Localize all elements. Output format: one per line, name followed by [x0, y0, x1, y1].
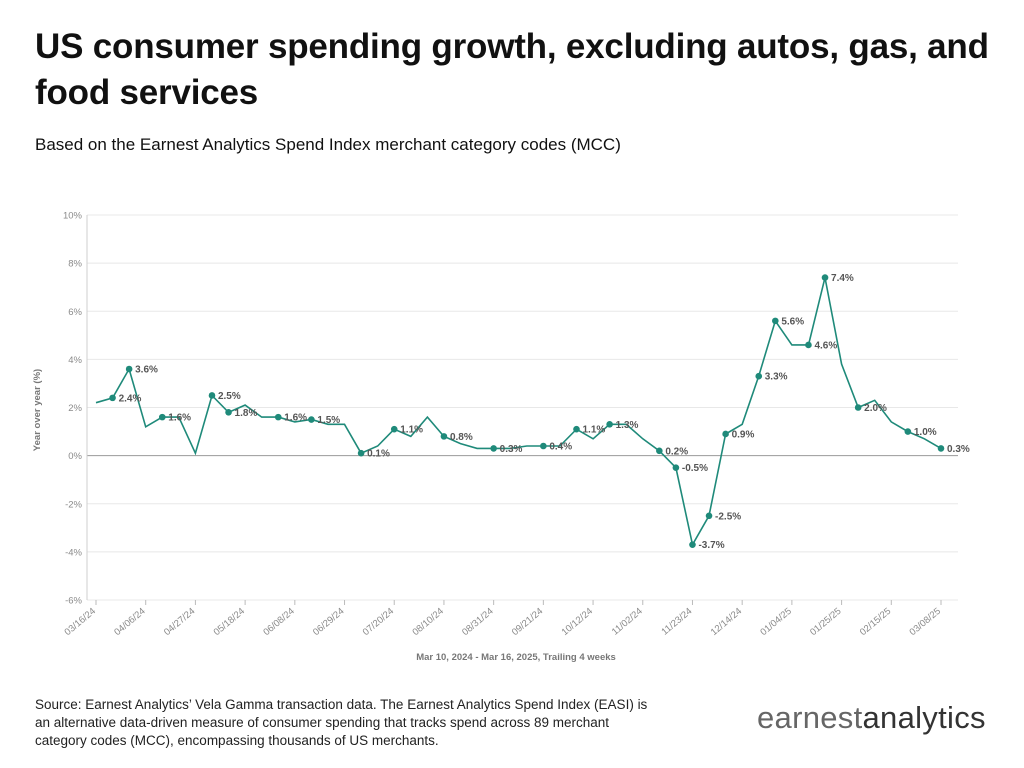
x-tick-label: 11/23/24: [660, 606, 695, 638]
y-tick-label: 6%: [68, 307, 82, 318]
chart-title: US consumer spending growth, excluding a…: [35, 27, 989, 112]
data-point: [390, 425, 398, 433]
data-point: [540, 442, 547, 450]
data-label: 0.9%: [732, 429, 755, 440]
gridlines: [86, 214, 958, 601]
x-tick-label: 09/21/24: [510, 606, 545, 638]
data-point: [606, 421, 613, 428]
data-point: [357, 449, 365, 457]
data-label: 1.3%: [616, 420, 639, 431]
data-label: 0.3%: [947, 444, 970, 455]
data-point: [490, 445, 497, 452]
data-markers: [109, 274, 945, 548]
data-label: 4.6%: [814, 340, 837, 351]
data-point: [854, 404, 862, 411]
data-label: 0.8%: [450, 432, 473, 443]
x-tick-label: 03/08/25: [908, 606, 943, 638]
x-axis-ticks: 03/16/24 04/06/24 04/27/24 05/18/24 06/08/24…: [63, 600, 943, 638]
data-label: 7.4%: [831, 273, 854, 284]
data-point: [274, 413, 282, 421]
x-tick-label: 07/20/24: [361, 606, 396, 638]
data-point: [937, 445, 945, 452]
data-point: [208, 392, 216, 399]
earnest-analytics-logo: earnestanalytics: [757, 700, 986, 736]
data-point: [109, 394, 116, 402]
x-tick-label: 05/18/24: [212, 606, 247, 638]
data-label: 0.2%: [665, 446, 688, 457]
data-label: 5.6%: [781, 316, 804, 327]
chart-subtitle: Based on the Earnest Analytics Spend Ind…: [35, 135, 621, 154]
y-tick-label: 8%: [68, 259, 82, 270]
data-label: 1.6%: [284, 413, 307, 424]
y-tick-label: -4%: [65, 547, 82, 558]
data-point: [772, 317, 779, 325]
data-point: [656, 447, 663, 455]
x-tick-label: 12/14/24: [709, 606, 744, 638]
x-tick-label: 02/15/25: [858, 606, 893, 638]
y-tick-label: 4%: [68, 355, 82, 366]
data-label: -0.5%: [682, 463, 708, 474]
x-tick-label: 04/27/24: [162, 606, 197, 638]
data-label: 1.5%: [317, 415, 340, 426]
data-label: -3.7%: [698, 540, 724, 551]
x-tick-label: 06/08/24: [261, 606, 296, 638]
logo-part-earnest: earnest: [757, 700, 863, 735]
data-point: [440, 433, 448, 440]
data-point: [573, 425, 580, 433]
data-label: 2.5%: [218, 391, 241, 402]
x-axis-label: Mar 10, 2024 - Mar 16, 2025, Trailing 4 …: [416, 652, 616, 663]
data-point: [705, 512, 713, 520]
data-point: [158, 413, 166, 421]
x-tick-label: 10/12/24: [560, 606, 595, 638]
data-point: [821, 274, 829, 281]
y-tick-label: 2%: [68, 403, 82, 414]
x-tick-label: 01/04/25: [758, 606, 793, 638]
logo-part-analytics: analytics: [862, 700, 986, 735]
data-label: 1.6%: [168, 413, 191, 424]
data-point: [722, 430, 729, 438]
data-point: [805, 341, 812, 349]
x-tick-label: 04/06/24: [112, 606, 147, 638]
y-tick-label: 10%: [63, 211, 83, 222]
data-label: 3.6%: [135, 365, 158, 376]
source-note: Source: Earnest Analytics’ Vela Gamma tr…: [35, 697, 648, 748]
data-label: 0.3%: [500, 444, 523, 455]
x-tick-label: 08/10/24: [410, 606, 445, 638]
y-axis-label: Year over year (%): [32, 369, 43, 451]
x-tick-label: 08/31/24: [460, 606, 495, 638]
y-tick-label: -2%: [65, 499, 82, 510]
data-label: 2.0%: [864, 403, 887, 414]
x-tick-label: 03/16/24: [63, 606, 98, 638]
x-tick-label: 11/02/24: [610, 606, 645, 638]
data-label: 2.4%: [119, 393, 142, 404]
data-point: [125, 365, 133, 373]
y-tick-label: -6%: [65, 596, 82, 607]
data-labels: 2.4% 3.6% 1.6% 2.5% 1.8% 1.6% 1.5% 0.1% 1.1% 0.8%…: [119, 273, 970, 551]
data-label: -2.5%: [715, 511, 741, 522]
x-tick-label: 01/25/25: [808, 606, 843, 638]
data-label: 1.1%: [582, 425, 605, 436]
data-label: 3.3%: [765, 372, 788, 383]
data-point: [308, 416, 315, 423]
y-axis-ticks: 10% 8% 6% 4% 2% 0% -2% -4% -6%: [63, 211, 83, 607]
data-label: 1.1%: [400, 425, 423, 436]
series-line: [95, 277, 942, 547]
data-label: 0.1%: [367, 449, 390, 460]
data-point: [225, 409, 232, 416]
data-label: 1.8%: [235, 408, 258, 419]
data-point: [755, 372, 763, 380]
line-chart: 10%8%6%4%2%0%-2%-4%-6% 03/16/24 04/06/24 0…: [32, 211, 970, 664]
data-point: [904, 428, 912, 435]
data-label: 0.4%: [549, 442, 572, 453]
data-label: 1.0%: [914, 427, 937, 438]
data-point: [689, 541, 696, 548]
data-point: [672, 464, 680, 471]
y-tick-label: 0%: [68, 451, 82, 462]
x-tick-label: 06/29/24: [311, 606, 346, 638]
